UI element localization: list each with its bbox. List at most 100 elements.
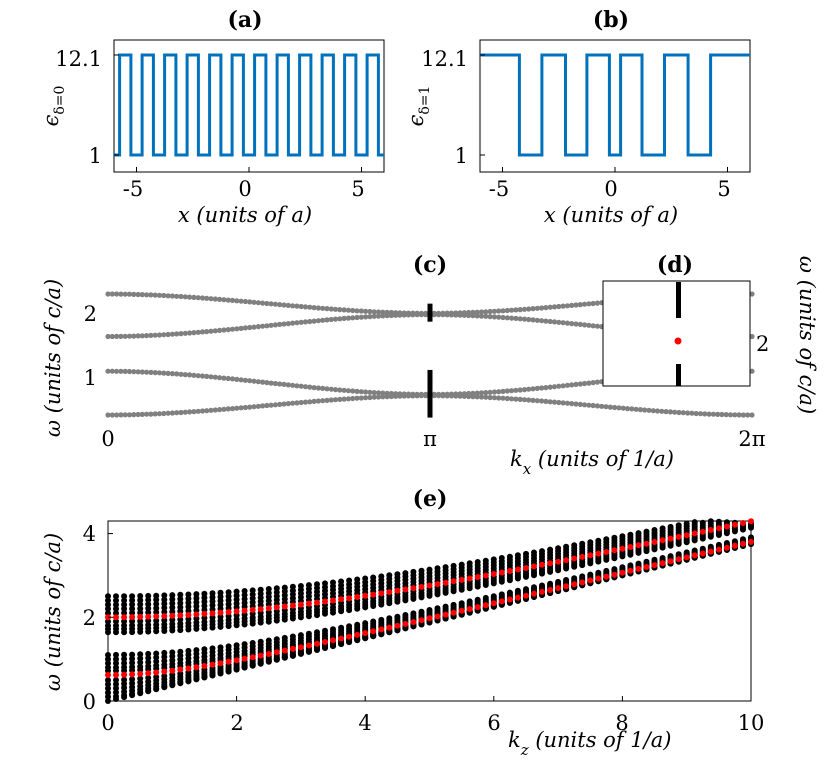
band-point <box>551 399 558 405</box>
band-point <box>461 393 467 399</box>
red-band-point <box>265 605 272 612</box>
band-point <box>732 412 738 418</box>
band-point <box>315 305 321 311</box>
band-point <box>105 291 111 297</box>
band-point <box>161 596 168 603</box>
red-band-point <box>322 598 328 605</box>
band-point <box>153 605 160 612</box>
band-point <box>587 571 594 578</box>
panel-d-title: (d) <box>657 252 693 278</box>
band-point <box>277 381 283 387</box>
band-point <box>367 389 373 395</box>
band-point <box>603 567 610 574</box>
band-point <box>137 597 144 604</box>
band-point <box>543 318 549 324</box>
band-point <box>350 307 356 314</box>
band-point <box>297 583 304 589</box>
band-point <box>320 317 326 323</box>
band-point <box>144 292 150 298</box>
band-point <box>380 309 386 315</box>
band-point <box>129 655 136 662</box>
band-point <box>131 369 137 375</box>
band-point <box>121 676 128 683</box>
red-band-point <box>450 578 457 585</box>
band-point <box>281 381 287 387</box>
band-point <box>260 403 266 409</box>
band-point <box>394 571 401 578</box>
band-point <box>311 318 317 324</box>
band-point <box>474 309 480 315</box>
band-point <box>683 520 690 527</box>
band-point <box>490 556 497 563</box>
red-band-point <box>506 568 513 574</box>
band-point <box>161 621 168 628</box>
band-point <box>294 303 300 309</box>
red-band-point <box>201 610 208 617</box>
band-point <box>543 385 549 391</box>
band-point <box>719 411 725 418</box>
red-band-point <box>354 631 361 638</box>
band-point <box>122 412 128 418</box>
band-point <box>307 304 313 310</box>
band-point <box>414 312 420 318</box>
band-point <box>298 399 304 406</box>
band-point <box>229 376 236 382</box>
band-point <box>563 543 570 550</box>
panel-d-ylabel: ω (units of c/a) <box>795 256 819 414</box>
band-point <box>145 674 152 681</box>
band-point <box>126 291 133 297</box>
band-point <box>338 578 345 585</box>
red-band-point <box>523 592 529 599</box>
red-band-point <box>354 594 361 600</box>
band-point <box>221 297 227 303</box>
panel-e-title: (e) <box>413 486 448 512</box>
band-point <box>418 312 424 318</box>
red-band-point <box>322 639 328 645</box>
band-point <box>491 395 497 401</box>
band-point <box>328 316 334 323</box>
band-point <box>332 387 339 393</box>
band-point <box>531 584 537 591</box>
band-point <box>201 598 208 605</box>
red-band-point <box>394 622 401 629</box>
band-point <box>526 306 532 312</box>
panel-a-xtick-0: 0 <box>238 177 251 201</box>
band-point <box>727 412 734 418</box>
band-point <box>114 368 120 374</box>
band-point <box>531 549 537 556</box>
band-point <box>697 411 704 417</box>
band-point <box>496 314 502 320</box>
red-band-point <box>563 583 570 590</box>
band-point <box>478 390 485 396</box>
band-point <box>371 309 377 315</box>
band-point <box>599 403 605 409</box>
panel-c-ytick-2: 2 <box>84 302 97 326</box>
band-point <box>436 312 442 318</box>
red-band-point <box>233 657 240 664</box>
red-band-point <box>370 628 377 635</box>
band-point <box>241 588 248 594</box>
band-point <box>238 298 244 304</box>
band-point <box>290 303 296 309</box>
panel-b-xtick-0: 0 <box>604 177 617 201</box>
red-band-point <box>338 635 345 642</box>
band-point <box>612 404 618 411</box>
band-point <box>748 534 754 541</box>
band-point <box>635 560 642 567</box>
band-point <box>560 383 566 389</box>
band-point <box>689 410 695 416</box>
band-point <box>153 609 160 616</box>
band-point <box>225 297 231 303</box>
band-point <box>322 580 328 587</box>
band-point <box>105 597 111 604</box>
band-point <box>225 643 232 650</box>
panel-a-xtick-5: 5 <box>351 177 364 201</box>
band-point <box>145 655 152 661</box>
band-point <box>440 312 446 318</box>
band-point <box>118 291 124 297</box>
band-point <box>195 408 201 414</box>
red-band-point <box>105 672 111 678</box>
band-point <box>242 298 248 305</box>
band-point <box>314 581 320 588</box>
band-point <box>145 650 152 657</box>
